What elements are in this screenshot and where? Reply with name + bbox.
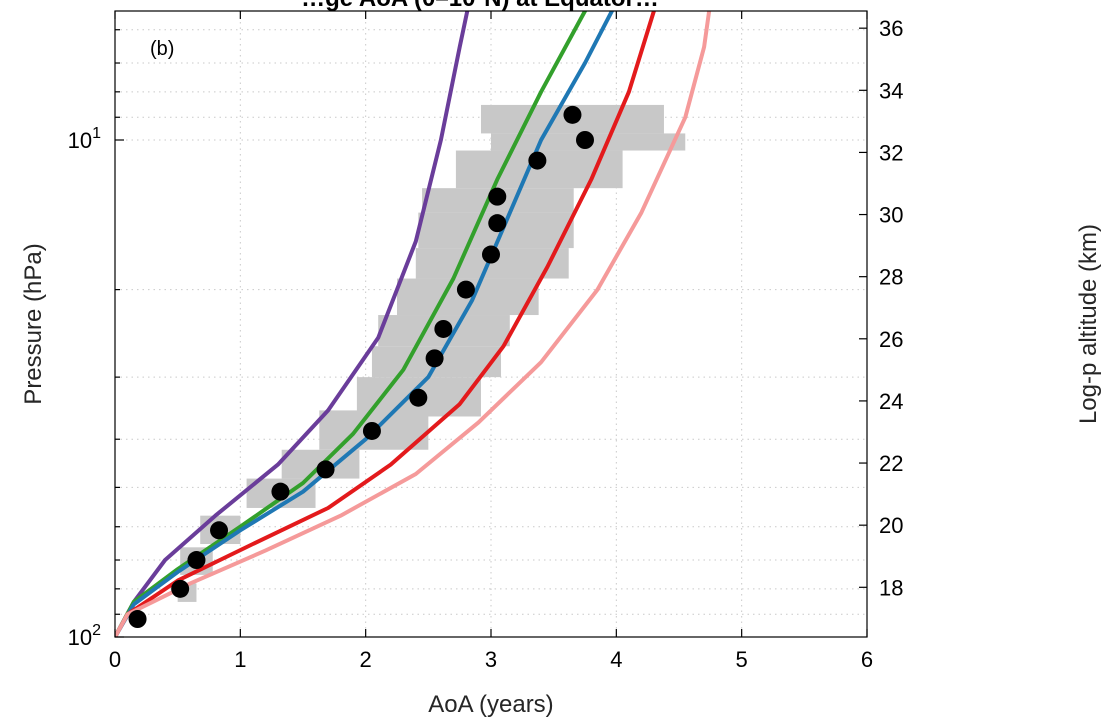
y2-tick-label: 34	[879, 78, 903, 103]
obs-point	[409, 388, 428, 407]
y-axis-left: 102 101	[68, 29, 124, 650]
x-axis-label: AoA (years)	[428, 691, 553, 718]
y2-tick-label: 28	[879, 265, 903, 290]
observation-points	[128, 105, 594, 629]
obs-point	[128, 610, 147, 629]
obs-point	[563, 105, 582, 124]
x-tick-label: 4	[610, 647, 622, 672]
y2-tick-label: 30	[879, 203, 903, 228]
obs-point	[210, 521, 229, 540]
obs-point	[425, 349, 444, 368]
x-axis: 0 1 2 3 4 5 6	[109, 11, 873, 672]
obs-point	[488, 214, 507, 233]
obs-point	[488, 187, 507, 206]
chart-title: …ge AoA (0–10ºN) at Equator…	[301, 0, 659, 12]
y2-tick-label: 18	[879, 575, 903, 600]
obs-point	[316, 460, 335, 479]
y2-tick-label: 22	[879, 451, 903, 476]
y2-tick-label: 32	[879, 140, 903, 165]
obs-point	[271, 482, 290, 501]
obs-point	[434, 319, 453, 338]
x-tick-label: 3	[485, 647, 497, 672]
obs-point	[456, 280, 475, 299]
x-tick-label: 5	[736, 647, 748, 672]
y-axis-label: Pressure (hPa)	[20, 243, 47, 404]
series-line-purple	[115, 11, 470, 637]
y2-tick-label: 20	[879, 513, 903, 538]
y-tick-label: 101	[68, 125, 101, 153]
obs-point	[362, 421, 381, 440]
series-line-blue	[115, 11, 615, 637]
y-tick-label: 102	[68, 622, 101, 650]
obs-point	[576, 131, 594, 149]
y2-axis-label: Log-p altitude (km)	[1075, 224, 1102, 424]
x-tick-label: 2	[360, 647, 372, 672]
obs-point	[482, 245, 500, 264]
x-tick-label: 0	[109, 647, 121, 672]
obs-point	[528, 151, 547, 170]
y2-tick-label: 26	[879, 327, 903, 352]
obs-point	[187, 551, 206, 570]
series-line-pink	[115, 11, 712, 637]
series-line-green	[115, 11, 588, 637]
panel-label: (b)	[150, 38, 174, 60]
y-axis-right: 18 20 22 24 26 28 30 32 34 36	[859, 16, 903, 600]
obs-point	[171, 579, 190, 598]
y2-tick-label: 24	[879, 389, 903, 414]
y2-tick-label: 36	[879, 16, 903, 41]
x-tick-label: 6	[861, 647, 873, 672]
x-tick-label: 1	[234, 647, 246, 672]
